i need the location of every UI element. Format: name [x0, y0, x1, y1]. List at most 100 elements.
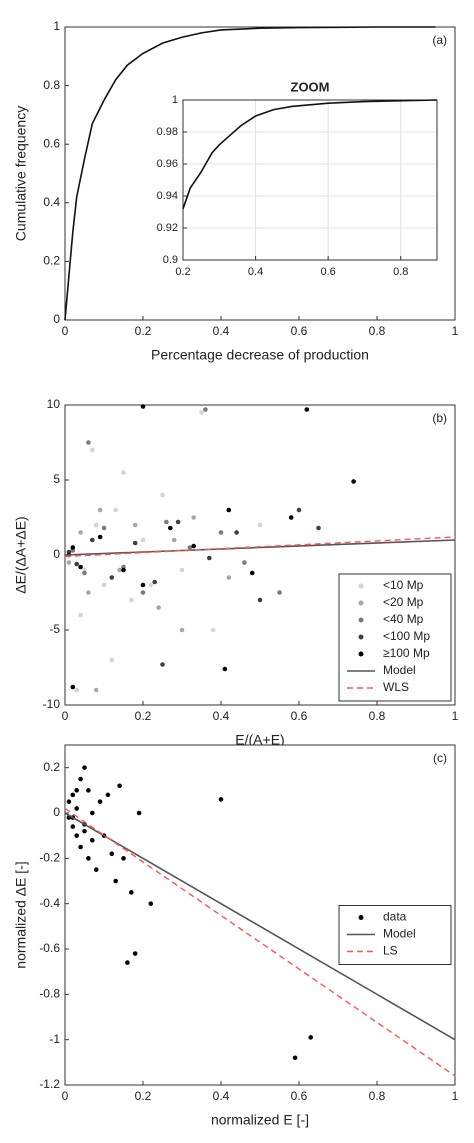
data-point — [82, 828, 87, 834]
data-point — [86, 788, 91, 793]
data-point — [179, 567, 185, 573]
data-point — [66, 799, 72, 804]
data-point — [132, 540, 138, 546]
legend-label: <100 Mp — [383, 629, 430, 643]
data-point — [66, 560, 72, 565]
x-tick-label: 0.2 — [175, 266, 190, 278]
y-tick-label: -0.6 — [39, 941, 60, 955]
data-point — [74, 687, 79, 693]
data-point — [164, 519, 169, 525]
data-line — [64, 26, 436, 321]
data-point — [257, 522, 263, 528]
data-point — [203, 407, 208, 412]
data-point — [140, 590, 146, 595]
y-axis-label: normalized ΔE [-] — [13, 861, 29, 968]
data-point — [125, 960, 130, 965]
data-point — [152, 579, 157, 585]
data-point — [97, 507, 103, 513]
x-axis-label: E/(A+E) — [235, 732, 284, 748]
data-point — [292, 1055, 298, 1061]
data-point — [168, 525, 173, 531]
y-tick-label: 0.2 — [43, 760, 60, 774]
x-tick-label: 0.8 — [393, 266, 408, 278]
data-point — [78, 776, 83, 782]
data-point — [70, 684, 76, 690]
x-tick-label: 1 — [452, 324, 459, 338]
y-tick-label: 1 — [172, 94, 178, 106]
data-point — [109, 575, 115, 580]
data-point — [109, 657, 115, 663]
data-point — [117, 567, 122, 573]
axes-box — [64, 26, 456, 321]
data-point — [109, 851, 115, 857]
data-point — [175, 519, 181, 525]
data-point — [82, 765, 87, 770]
y-tick-label: -5 — [49, 622, 60, 636]
data-line — [64, 536, 456, 558]
legend-label: Model — [383, 663, 416, 677]
legend-label: WLS — [383, 680, 409, 694]
y-tick-label: 0.4 — [43, 195, 60, 209]
data-point — [113, 507, 118, 513]
plot-area — [183, 100, 437, 260]
legend-box — [338, 573, 452, 702]
data-point — [101, 582, 107, 588]
data-point — [207, 555, 212, 561]
data-point — [296, 507, 302, 513]
x-tick-label: 0.4 — [213, 324, 230, 338]
x-tick-label: 0 — [62, 1089, 69, 1103]
axes-box — [182, 99, 438, 261]
data-line — [182, 99, 438, 210]
data-point — [210, 627, 216, 633]
legend-marker — [358, 583, 364, 589]
y-tick-label: 0.94 — [157, 190, 178, 202]
data-point — [70, 545, 76, 550]
inset-title: ZOOM — [291, 79, 330, 94]
data-point — [74, 561, 79, 567]
x-tick-label: 0.2 — [135, 709, 152, 723]
data-point — [148, 582, 154, 588]
axes-box — [64, 744, 456, 1086]
data-point — [129, 597, 134, 603]
data-point — [218, 530, 224, 535]
y-tick-label: 0.9 — [163, 254, 178, 266]
data-point — [351, 479, 356, 484]
data-point — [78, 564, 83, 570]
x-tick-label: 0.8 — [369, 709, 386, 723]
y-tick-label: -10 — [43, 697, 61, 711]
data-point — [86, 590, 91, 595]
data-line — [64, 539, 456, 556]
x-tick-label: 0.4 — [213, 1089, 230, 1103]
x-axis-label: Percentage decrease of production — [151, 347, 369, 363]
data-point — [304, 407, 310, 412]
data-point — [86, 440, 91, 445]
legend-label: Model — [383, 927, 416, 941]
data-point — [105, 792, 111, 798]
x-tick-label: 0.6 — [291, 324, 308, 338]
data-point — [90, 537, 95, 543]
data-point — [90, 447, 95, 453]
data-point — [82, 570, 87, 576]
data-point — [277, 590, 282, 595]
data-point — [288, 515, 294, 520]
legend-marker — [358, 651, 364, 657]
data-point — [187, 545, 193, 550]
data-point — [86, 856, 91, 861]
data-point — [78, 530, 83, 535]
x-tick-label: 0.4 — [248, 266, 263, 278]
data-point — [226, 575, 232, 580]
panel-label: (c) — [433, 751, 447, 765]
data-point — [140, 537, 146, 543]
data-point — [90, 810, 95, 816]
data-point — [121, 470, 126, 475]
data-point — [171, 537, 177, 543]
data-point — [117, 783, 122, 789]
panel-label: (a) — [432, 33, 447, 47]
x-tick-label: 0.6 — [320, 266, 335, 278]
legend-marker — [358, 634, 364, 640]
data-point — [179, 627, 185, 633]
y-tick-label: 0 — [53, 312, 60, 326]
x-tick-label: 0.8 — [369, 1089, 386, 1103]
data-point — [132, 522, 138, 528]
data-point — [70, 824, 76, 829]
